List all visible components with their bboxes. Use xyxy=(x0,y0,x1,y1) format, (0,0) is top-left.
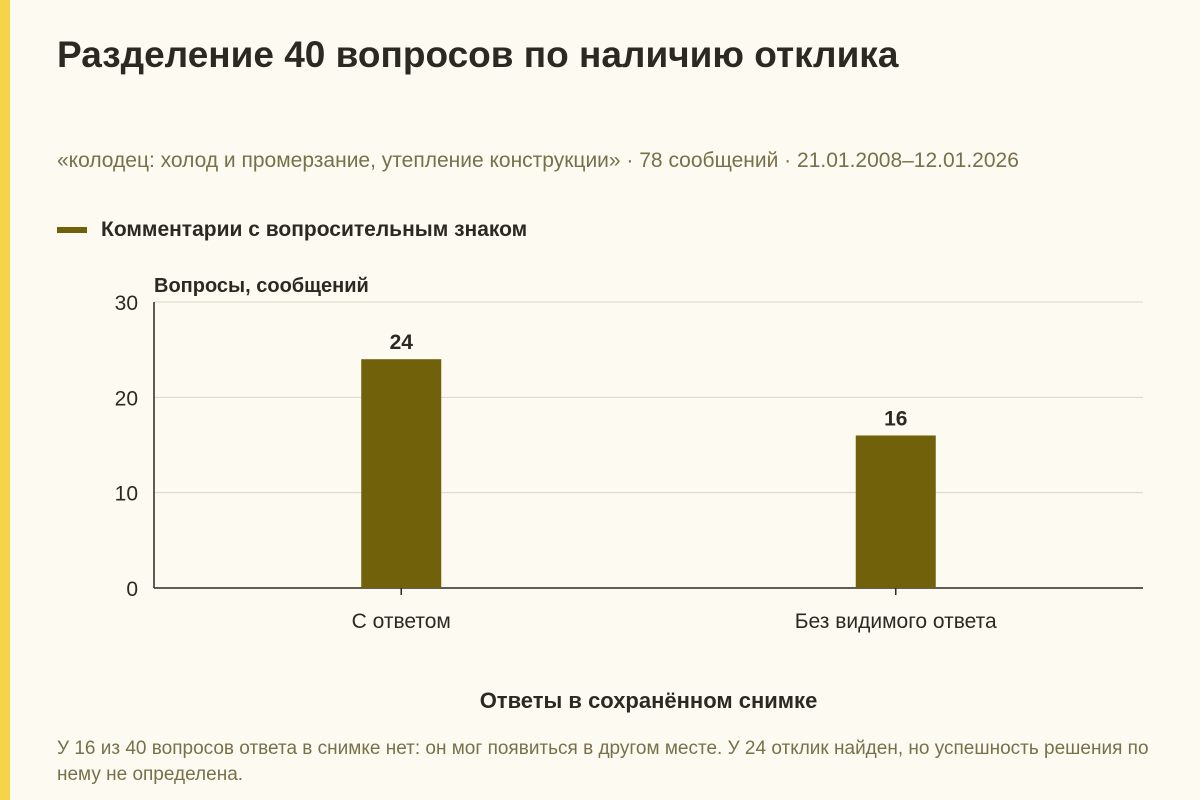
chart-subtitle: «колодец: холод и промерзание, утепление… xyxy=(57,149,1019,172)
bar-chart: 0 10 20 30 Вопросы, сообщений 24 С ответом 16 Бе… xyxy=(115,275,1143,713)
y-tick-label: 0 xyxy=(126,578,138,601)
y-tick-label: 20 xyxy=(115,387,138,410)
legend-label: Комментарии с вопросительным знаком xyxy=(101,218,528,241)
bar-value-label: 24 xyxy=(390,331,414,354)
x-tick-label: С ответом xyxy=(352,610,451,633)
y-tick-label: 10 xyxy=(115,483,138,506)
y-axis-label: Вопросы, сообщений xyxy=(154,275,369,297)
legend: Комментарии с вопросительным знаком xyxy=(57,218,527,242)
bar-value-label: 16 xyxy=(884,407,907,430)
chart-title: Разделение 40 вопросов по наличию отклик… xyxy=(57,34,899,75)
y-tick-label: 30 xyxy=(115,292,138,315)
bar xyxy=(855,435,936,588)
bar xyxy=(361,359,442,588)
x-tick-label: Без видимого ответа xyxy=(795,610,997,633)
legend-swatch xyxy=(57,227,87,233)
accent-strip xyxy=(0,0,10,800)
x-axis-label: Ответы в сохранённом снимке xyxy=(480,688,818,713)
footnote: У 16 из 40 вопросов ответа в снимке нет:… xyxy=(57,738,1149,785)
